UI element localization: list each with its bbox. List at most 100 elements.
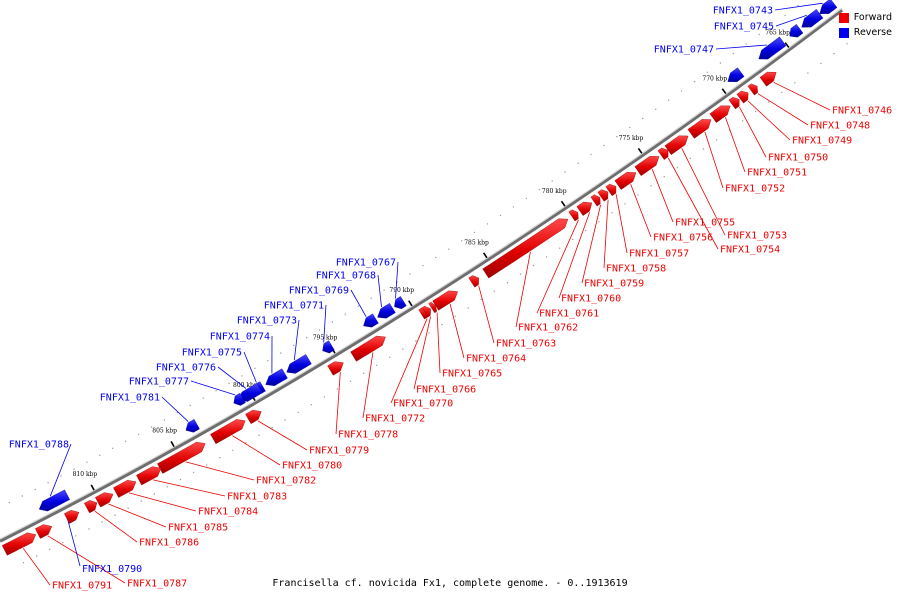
gene-FNFX1_0751[interactable] <box>709 105 731 123</box>
gene-FNFX1_0779[interactable] <box>245 409 262 425</box>
gene-unlabeled[interactable] <box>789 24 804 38</box>
track-dot <box>702 148 705 150</box>
leader-FNFX1_0759 <box>581 204 601 284</box>
gene-FNFX1_0762[interactable] <box>482 218 569 279</box>
track-dot <box>292 344 295 347</box>
track-dot <box>409 273 411 275</box>
leader-FNFX1_0750 <box>739 107 767 158</box>
gene-labels: FNFX1_0743 FNFX1_0745 FNFX1_0747 FNFX1_0767… <box>9 6 892 592</box>
track-dot <box>137 433 140 435</box>
gene-FNFX1_0777[interactable] <box>233 392 246 406</box>
track-dot <box>331 321 334 323</box>
gene-FNFX1_0758[interactable] <box>597 189 609 202</box>
gene-FNFX1_0749[interactable] <box>736 90 749 104</box>
label-FNFX1_0777: FNFX1_0777 <box>129 377 189 388</box>
track-dot <box>99 454 101 456</box>
gene-FNFX1_0784[interactable] <box>113 479 137 498</box>
track-dot <box>771 24 773 26</box>
track-dot <box>732 52 734 55</box>
gene-FNFX1_0780[interactable] <box>210 419 246 445</box>
track-dot <box>258 434 260 436</box>
gene-FNFX1_0746[interactable] <box>759 71 777 87</box>
label-FNFX1_0786: FNFX1_0786 <box>139 538 199 549</box>
gene-FNFX1_0773[interactable] <box>286 354 312 374</box>
gene-unlabeled[interactable] <box>727 67 745 83</box>
leader-FNFX1_0770 <box>390 318 428 404</box>
gene-FNFX1_0745[interactable] <box>801 9 824 28</box>
gene-FNFX1_0747[interactable] <box>758 36 787 60</box>
track-dot <box>784 14 786 16</box>
label-FNFX1_0760: FNFX1_0760 <box>561 294 621 305</box>
leader-FNFX1_0758 <box>603 199 609 269</box>
gene-FNFX1_0772[interactable] <box>350 335 386 362</box>
gene-FNFX1_0785[interactable] <box>95 492 114 508</box>
gene-FNFX1_0765[interactable] <box>428 301 438 314</box>
gene-FNFX1_0764[interactable] <box>432 290 458 311</box>
label-FNFX1_0746: FNFX1_0746 <box>832 106 892 117</box>
gene-FNFX1_0783[interactable] <box>136 466 162 486</box>
gene-FNFX1_0774[interactable] <box>265 368 288 387</box>
scale-tick-label: 790 kbp <box>389 287 414 294</box>
gene-FNFX1_0763[interactable] <box>468 275 479 288</box>
gene-FNFX1_0787[interactable] <box>35 524 53 539</box>
track-dot <box>655 108 657 111</box>
leader-FNFX1_0775 <box>243 351 257 383</box>
track-dot <box>349 380 352 382</box>
track-dot <box>745 43 747 45</box>
scale-tick <box>170 441 175 448</box>
gene-FNFX1_0759[interactable] <box>590 194 601 207</box>
leader-FNFX1_0760 <box>558 212 590 299</box>
gene-FNFX1_0771[interactable] <box>322 340 335 354</box>
gene-FNFX1_0753[interactable] <box>664 135 689 155</box>
gene-FNFX1_0750[interactable] <box>728 96 740 110</box>
backbone-highlight <box>0 7 843 540</box>
label-FNFX1_0775: FNFX1_0775 <box>182 348 242 359</box>
gene-FNFX1_0778[interactable] <box>327 361 344 376</box>
gene-FNFX1_0786[interactable] <box>84 500 98 514</box>
track-dot <box>112 447 114 449</box>
track-dot <box>284 419 286 421</box>
label-FNFX1_0783: FNFX1_0783 <box>227 492 287 503</box>
label-FNFX1_0756: FNFX1_0756 <box>653 233 713 244</box>
gene-FNFX1_0776[interactable] <box>238 383 263 402</box>
genome-caption: Francisella cf. novicida Fx1, complete g… <box>272 578 628 589</box>
gene-FNFX1_0767[interactable] <box>394 296 407 310</box>
gene-FNFX1_0782[interactable] <box>157 441 206 474</box>
label-FNFX1_0773: FNFX1_0773 <box>237 316 297 327</box>
gene-unlabeled[interactable] <box>64 509 80 524</box>
track-dot <box>559 247 561 249</box>
label-FNFX1_0768: FNFX1_0768 <box>316 271 376 282</box>
track-dot <box>34 488 36 491</box>
gene-FNFX1_0748[interactable] <box>747 83 758 96</box>
label-FNFX1_0751: FNFX1_0751 <box>747 168 807 179</box>
track-dot <box>232 449 234 451</box>
track-dot <box>153 493 156 495</box>
gene-FNFX1_0788[interactable] <box>38 489 70 512</box>
gene-FNFX1_0757[interactable] <box>605 183 617 197</box>
label-FNFX1_0748: FNFX1_0748 <box>810 121 870 132</box>
gene-FNFX1_0761[interactable] <box>568 209 579 222</box>
gene-FNFX1_0743[interactable] <box>819 0 838 14</box>
track-dot <box>86 461 88 463</box>
track-dot <box>493 290 495 292</box>
forward-swatch <box>838 12 849 23</box>
gene-FNFX1_0769[interactable] <box>363 313 379 328</box>
gene-FNFX1_0770[interactable] <box>418 308 427 320</box>
track-dot <box>310 404 312 406</box>
gene-FNFX1_0756[interactable] <box>614 171 637 190</box>
gene-FNFX1_0768[interactable] <box>377 303 396 319</box>
track-dot <box>101 521 103 523</box>
label-FNFX1_0774: FNFX1_0774 <box>210 332 270 343</box>
gene-FNFX1_0754[interactable] <box>657 147 669 160</box>
gene-FNFX1_0755[interactable] <box>634 155 660 176</box>
gene-FNFX1_0781[interactable] <box>185 419 200 433</box>
gene-FNFX1_0752[interactable] <box>687 119 712 139</box>
track-dot <box>564 171 566 173</box>
track-dot <box>228 382 230 384</box>
gene-FNFX1_0760[interactable] <box>576 201 593 216</box>
leader-FNFX1_0753 <box>681 148 726 236</box>
gene-FNFX1_0791[interactable] <box>1 532 37 556</box>
scale-tick-label: 765 kbp <box>765 30 790 37</box>
leader-FNFX1_0743 <box>774 2 823 11</box>
